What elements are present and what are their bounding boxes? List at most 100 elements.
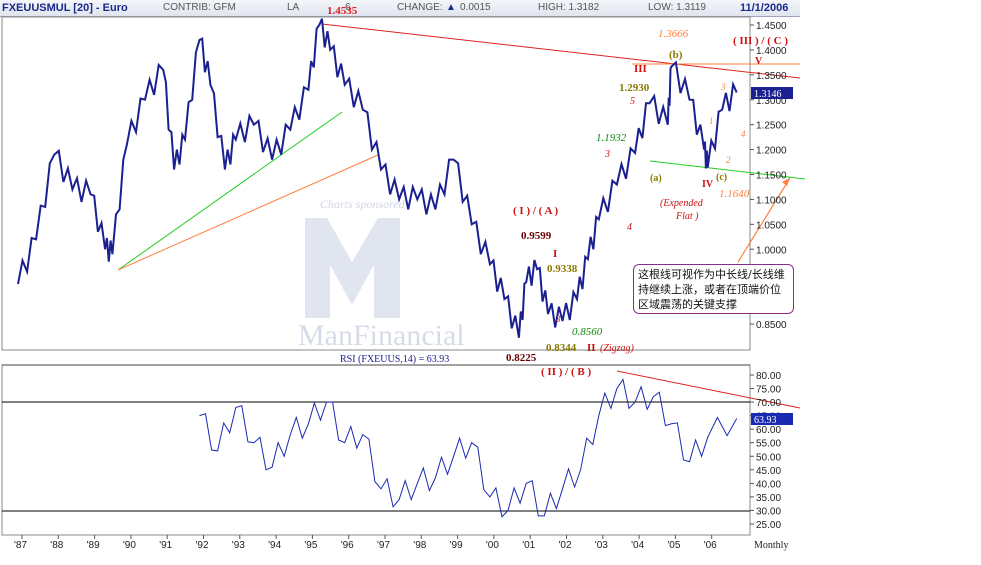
- sponsor-text: Charts sponsored: [320, 197, 406, 211]
- arrow-to-support: [737, 177, 791, 263]
- chinese-annotation-box: 这根线可视作为中长线/长线维持继续上涨，或者在顶端价位区域震荡的关键支撑: [633, 264, 794, 314]
- price-tick-label: 1.4000: [756, 46, 787, 57]
- ann-wave-III: III: [634, 63, 647, 75]
- ann-wave-II: II: [587, 342, 596, 354]
- ann-0-8560: 0.8560: [572, 326, 603, 338]
- x-tick-label: '02: [559, 540, 572, 551]
- price-tick-label: 1.3000: [756, 96, 787, 107]
- ann-wave-I: I: [553, 248, 557, 260]
- x-tick-label: '87: [14, 540, 27, 551]
- rsi-value-tag-bg: [751, 413, 793, 425]
- ann-1-3666: 1.3666: [658, 28, 689, 40]
- x-tick-label: '94: [268, 540, 281, 551]
- change-up-icon: ▲: [446, 2, 456, 13]
- high-label: HIGH: 1.3182: [538, 2, 600, 13]
- ann-1-1640: 1.1640: [719, 188, 750, 200]
- x-tick-label: '91: [159, 540, 172, 551]
- ann-wave-4b: 4: [741, 129, 746, 139]
- red-resistance-line: [321, 23, 801, 79]
- rsi-tick-label: 80.00: [756, 371, 781, 382]
- ann-wave-V: V: [755, 56, 763, 67]
- ann-expanded: (Expended: [660, 198, 704, 209]
- ann-wave-III-C: ( III ) / ( C ): [733, 35, 788, 47]
- ann-wave-I-A: ( I ) / ( A ): [513, 205, 559, 217]
- ann-flat: Flat ): [675, 211, 699, 222]
- rsi-panel-frame: [1, 364, 751, 536]
- price-tick-label: 1.1000: [756, 195, 787, 206]
- rsi-tick-label: 70.00: [756, 398, 781, 409]
- x-tick-label: '99: [450, 540, 463, 551]
- rsi-tick-label: 50.00: [756, 452, 781, 463]
- price-panel-frame: [1, 16, 751, 351]
- rsi-red-trendline: [616, 370, 801, 409]
- ann-wave-II-B: ( II ) / ( B ): [541, 366, 591, 378]
- time-x-axis: '87 '88 '89 '90 '91 '92 '93 '94 '95 '96 '97 '98 '99 '…: [14, 535, 717, 551]
- ann-wave-5: 5: [630, 96, 635, 107]
- x-tick-label: '90: [123, 540, 136, 551]
- green-trendline-1989: [117, 111, 343, 271]
- x-tick-label: '00: [486, 540, 499, 551]
- ann-wave-2: 2: [726, 155, 731, 165]
- x-tick-label: '92: [196, 540, 209, 551]
- current-price-tag: 1.3146: [754, 89, 782, 100]
- rsi-value-tag: 63.93: [754, 415, 777, 426]
- price-tick-label: 1.4500: [756, 21, 787, 32]
- ann-wave-c: (c): [716, 172, 727, 183]
- rsi-tick-label: 30.00: [756, 506, 781, 517]
- price-tick-label: 1.0500: [756, 220, 787, 231]
- ann-0-9338: 0.9338: [547, 263, 578, 275]
- change-label: CHANGE:: [397, 2, 443, 13]
- ann-wave-3: 3: [604, 149, 610, 160]
- ann-0-9599: 0.9599: [521, 230, 552, 242]
- ann-wave-3b: 3: [720, 82, 726, 92]
- ann-zigzag: (Zigzag): [600, 343, 635, 354]
- price-bars-series: [17, 18, 738, 338]
- x-tick-label: '96: [341, 540, 354, 551]
- symbol-title: FXEUUSMUL [20] - Euro: [2, 2, 128, 14]
- x-tick-label: '89: [87, 540, 100, 551]
- ann-wave-b: (b): [669, 49, 683, 61]
- frequency-label: Monthly: [754, 540, 788, 551]
- rsi-tick-label: 60.00: [756, 425, 781, 436]
- ann-wave-1: 1: [709, 116, 714, 126]
- rsi-tick-label: 45.00: [756, 466, 781, 477]
- x-tick-label: '88: [50, 540, 63, 551]
- price-tick-label: 1.2500: [756, 121, 787, 132]
- price-tick-label: 1.3500: [756, 71, 787, 82]
- rsi-series: [199, 378, 738, 518]
- ann-wave-a: (a): [650, 173, 662, 184]
- current-price-tag-bg: [751, 87, 793, 99]
- rsi-tick-label: 40.00: [756, 479, 781, 490]
- chart-header: FXEUUSMUL [20] - Euro CONTRIB: GFM LA 6 …: [0, 0, 800, 17]
- man-logo-icon: [305, 218, 400, 318]
- low-label: LOW: 1.3119: [648, 2, 706, 13]
- rsi-tick-label: 35.00: [756, 493, 781, 504]
- x-tick-label: '03: [595, 540, 608, 551]
- price-tick-label: 1.0000: [756, 245, 787, 256]
- green-support-line: [649, 160, 806, 180]
- rsi-label: RSI (FXEUUS,14) = 63.93: [340, 354, 449, 365]
- last-value-suffix: 6: [345, 2, 351, 13]
- change-value: 0.0015: [460, 2, 491, 13]
- x-tick-label: '97: [377, 540, 390, 551]
- rsi-y-axis: 80.0075.0070.0065.0060.0055.0050.0045.00…: [750, 371, 781, 531]
- price-tick-label: 1.2000: [756, 146, 787, 157]
- x-tick-label: '95: [304, 540, 317, 551]
- ann-wave-IV: IV: [702, 179, 714, 190]
- chart-date: 11/1/2006: [740, 2, 789, 14]
- price-tick-label: 1.1500: [756, 171, 787, 182]
- rsi-tick-label: 75.00: [756, 385, 781, 396]
- arrow-head-icon: [782, 178, 790, 186]
- x-tick-label: '98: [413, 540, 426, 551]
- rsi-tick-label: 55.00: [756, 439, 781, 450]
- x-tick-label: '06: [704, 540, 717, 551]
- ann-peak-1995: 1.4535: [327, 5, 358, 17]
- brand-text: ManFinancial: [298, 319, 465, 352]
- ann-0-8225: 0.8225: [506, 352, 537, 364]
- orange-trendline-1989: [117, 154, 379, 271]
- man-financial-watermark: Charts sponsored ManFinancial: [298, 197, 465, 352]
- ann-0-8344: 0.8344: [546, 342, 577, 354]
- rsi-tick-label: 25.00: [756, 520, 781, 531]
- contrib-label: CONTRIB: GFM: [163, 2, 236, 13]
